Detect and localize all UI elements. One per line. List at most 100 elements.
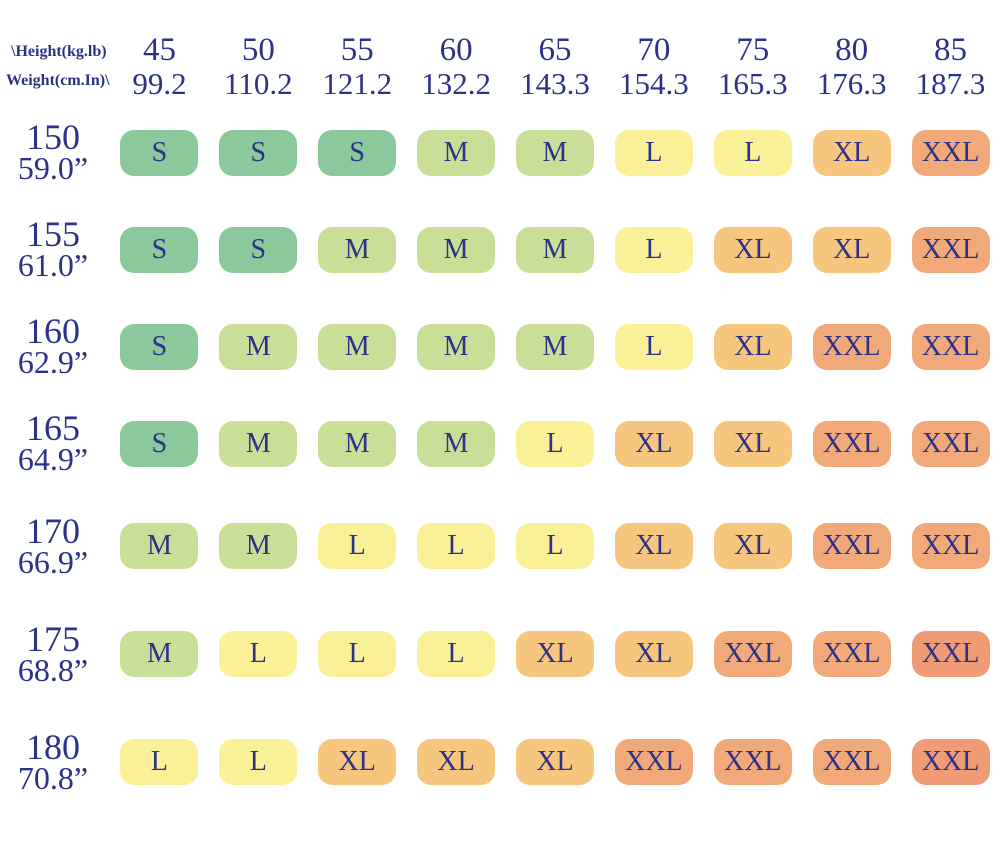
weight-kg-value: 85: [934, 31, 968, 68]
size-pill: L: [219, 631, 298, 677]
table-cell: XL: [604, 492, 703, 600]
table-cell: XL: [308, 708, 407, 816]
weight-lb-value: 110.2: [224, 66, 293, 102]
size-pill: XXL: [911, 323, 990, 370]
height-cm-value: 160: [26, 311, 80, 352]
size-pill: XXL: [911, 523, 990, 569]
column-header-weight: 65 143.3: [506, 0, 605, 104]
weight-kg-value: 75: [736, 31, 770, 68]
size-pill: XL: [812, 226, 891, 273]
row-header-height: 175 68.8”: [0, 600, 110, 708]
height-cm-value: 165: [26, 408, 80, 449]
weight-kg-value: 60: [439, 31, 473, 68]
table-cell: S: [209, 201, 308, 298]
table-cell: M: [506, 201, 605, 298]
table-cell: XL: [604, 395, 703, 492]
column-header-weight: 70 154.3: [604, 0, 703, 104]
row-header-height: 150 59.0”: [0, 104, 110, 201]
size-pill: XL: [614, 523, 693, 569]
size-pill: L: [614, 129, 693, 176]
weight-lb-value: 154.3: [619, 66, 689, 102]
height-in-value: 62.9”: [17, 344, 89, 381]
table-cell: XL: [703, 492, 802, 600]
table-cell: S: [110, 298, 209, 395]
size-pill: L: [219, 739, 298, 785]
weight-kg-value: 45: [142, 31, 176, 68]
column-header-weight: 80 176.3: [802, 0, 901, 104]
size-pill: XXL: [614, 739, 693, 785]
row-header-height: 165 64.9”: [0, 395, 110, 492]
size-pill: M: [219, 523, 298, 569]
size-pill: S: [120, 129, 199, 176]
table-cell: M: [407, 395, 506, 492]
table-cell: M: [209, 298, 308, 395]
column-header-weight: 50 110.2: [209, 0, 308, 104]
table-cell: XXL: [802, 600, 901, 708]
size-pill: XL: [713, 523, 792, 569]
size-pill: L: [515, 523, 594, 569]
table-cell: M: [407, 201, 506, 298]
height-cm-value: 150: [26, 117, 80, 158]
size-pill: XXL: [911, 129, 990, 176]
table-cell: L: [308, 492, 407, 600]
height-cm-value: 155: [26, 214, 80, 255]
table-cell: M: [209, 492, 308, 600]
size-pill: L: [417, 523, 496, 569]
table-cell: L: [703, 104, 802, 201]
table-cell: L: [407, 600, 506, 708]
size-pill: XL: [515, 631, 594, 677]
height-in-value: 61.0”: [17, 247, 89, 284]
size-pill: XXL: [911, 739, 990, 785]
size-pill: XL: [713, 323, 792, 370]
weight-kg-value: 55: [340, 31, 374, 68]
size-pill: XL: [812, 129, 891, 176]
table-cell: XXL: [901, 492, 1000, 600]
table-cell: S: [308, 104, 407, 201]
table-cell: XXL: [901, 298, 1000, 395]
row-header-height: 170 66.9”: [0, 492, 110, 600]
weight-lb-value: 165.3: [717, 66, 788, 102]
row-header-height: 180 70.8”: [0, 708, 110, 816]
table-cell: XXL: [802, 708, 901, 816]
size-pill: L: [318, 631, 397, 677]
size-pill: S: [120, 420, 199, 467]
table-cell: L: [506, 492, 605, 600]
table-cell: M: [110, 600, 209, 708]
column-header-weight: 75 165.3: [703, 0, 802, 104]
size-pill: M: [318, 323, 397, 370]
table-cell: M: [209, 395, 308, 492]
size-pill: XXL: [911, 420, 990, 467]
table-cell: L: [604, 298, 703, 395]
table-cell: XL: [802, 104, 901, 201]
table-cell: XXL: [802, 395, 901, 492]
table-cell: XL: [703, 201, 802, 298]
size-pill: L: [417, 631, 496, 677]
column-header-weight: 85 187.3: [901, 0, 1000, 104]
size-pill: M: [515, 323, 594, 370]
table-cell: XL: [506, 600, 605, 708]
table-cell: XXL: [901, 600, 1000, 708]
table-cell: L: [506, 395, 605, 492]
size-pill: L: [614, 226, 693, 273]
height-cm-value: 170: [26, 510, 80, 551]
size-pill: XL: [614, 631, 693, 677]
table-cell: XL: [703, 395, 802, 492]
row-header-height: 155 61.0”: [0, 201, 110, 298]
size-pill: XL: [614, 420, 693, 467]
size-pill: M: [417, 226, 496, 273]
size-pill: M: [515, 129, 594, 176]
size-pill: XL: [318, 739, 397, 785]
size-pill: M: [417, 129, 496, 176]
table-cell: L: [209, 708, 308, 816]
size-pill: S: [219, 129, 298, 176]
weight-kg-value: 80: [835, 31, 869, 68]
table-cell: L: [110, 708, 209, 816]
table-cell: M: [308, 201, 407, 298]
axis-corner-label: \Height(kg.lb) Weight(cm.In)\: [0, 0, 110, 104]
size-pill: XL: [515, 739, 594, 785]
table-cell: XXL: [901, 708, 1000, 816]
table-cell: M: [506, 298, 605, 395]
table-cell: XXL: [901, 104, 1000, 201]
table-cell: M: [308, 395, 407, 492]
